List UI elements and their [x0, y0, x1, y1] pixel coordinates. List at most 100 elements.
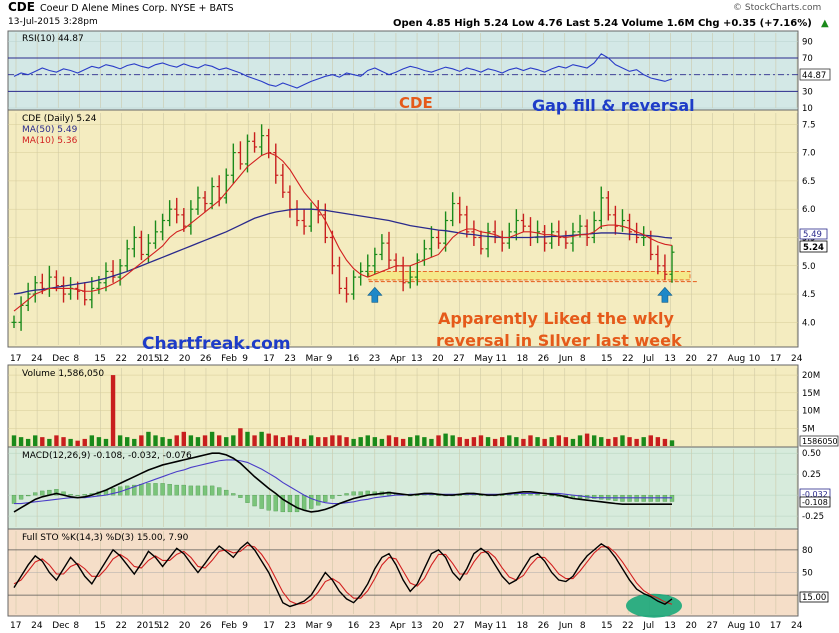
- sto-k-line: [13, 541, 673, 608]
- volume-bar: [301, 438, 307, 446]
- x-tick-label: 10: [749, 354, 761, 364]
- rsi-line: [13, 53, 673, 89]
- header-symbol: CDE: [8, 0, 35, 14]
- macd-histogram-bar: [132, 484, 137, 496]
- volume-bar: [146, 431, 151, 446]
- x-tick-label: Feb: [221, 354, 237, 364]
- x-tick-label: Apr: [390, 621, 406, 631]
- volume-title: Volume 1,586,050: [22, 369, 104, 379]
- x-tick-label: 18: [517, 354, 529, 364]
- x-tick-label: Jun: [558, 354, 573, 364]
- volume-bar: [188, 435, 194, 446]
- macd-histogram-bar: [542, 494, 547, 496]
- y-tick-label: 0.50: [802, 449, 821, 459]
- volume-bar: [33, 435, 38, 446]
- macd-last-label-line: -0.108: [799, 496, 831, 508]
- y-tick-label: 15M: [802, 389, 820, 399]
- price-series: [11, 124, 698, 331]
- y-tick-label: 5M: [802, 424, 815, 434]
- y-tick-label: 7.0: [802, 149, 816, 159]
- macd-histogram-bar: [26, 494, 31, 497]
- volume-bar: [655, 437, 661, 446]
- x-tick-label: 9: [242, 354, 248, 364]
- volume-bar: [209, 431, 215, 446]
- macd-histogram-bar: [337, 494, 342, 496]
- macd-histogram-bar: [33, 492, 38, 496]
- volume-bar: [68, 438, 73, 446]
- y-tick-label: 10M: [802, 407, 820, 417]
- volume-bar: [549, 437, 554, 446]
- y-tick-label: -0.25: [802, 512, 824, 522]
- x-tick-label: 17: [10, 621, 21, 631]
- macd-histogram-bar: [11, 494, 17, 504]
- x-tick-label: 8: [73, 354, 79, 364]
- volume-bar: [415, 435, 420, 446]
- volume-bar: [358, 437, 363, 446]
- x-tick-label: 24: [31, 621, 43, 631]
- macd-histogram-bar: [82, 494, 87, 496]
- y-tick-label: 30: [802, 87, 813, 97]
- macd-histogram-bar: [514, 494, 519, 496]
- x-tick-label: 17: [263, 621, 274, 631]
- macd-histogram-bar: [153, 483, 158, 496]
- volume-bar: [563, 437, 569, 446]
- volume-bar: [18, 437, 24, 446]
- x-tick-label: 20: [432, 621, 444, 631]
- x-tick-label: 23: [284, 354, 295, 364]
- rsi-last-value: 44.87: [802, 71, 826, 81]
- x-tick-label: 8: [580, 354, 586, 364]
- x-tick-label: Mar: [306, 621, 323, 631]
- macd-histogram-bar: [18, 494, 24, 500]
- x-tick-label: 17: [770, 621, 781, 631]
- volume-bar: [110, 375, 116, 446]
- rsi-last-label: 44.87: [799, 68, 831, 81]
- x-tick-label: 13: [664, 354, 675, 364]
- volume-bar: [591, 435, 597, 446]
- rsi-title: RSI(10) 44.87: [22, 34, 84, 44]
- macd-histogram-bar: [181, 484, 186, 496]
- macd-histogram-bar: [415, 494, 420, 496]
- x-tick-label: 12: [158, 621, 169, 631]
- macd-histogram-bar: [592, 494, 597, 499]
- annotation-note-1: Apparently Liked the wkly: [438, 309, 674, 328]
- x-tick-label: 16: [348, 354, 360, 364]
- price-last-value: 5.24: [803, 243, 824, 253]
- price-last-label: 5.24: [799, 240, 828, 253]
- x-tick-label: 27: [453, 354, 464, 364]
- ma10-legend: MA(10) 5.36: [22, 136, 78, 146]
- x-tick-label: 15: [601, 621, 612, 631]
- macd-histogram-bar: [358, 491, 363, 496]
- x-tick-label: 8: [580, 621, 586, 631]
- x-tick-label: Jun: [558, 621, 573, 631]
- macd-histogram-bar: [266, 494, 271, 511]
- macd-histogram-bar: [280, 494, 286, 513]
- volume-bar: [521, 438, 526, 446]
- volume-bar: [89, 435, 95, 446]
- macd-histogram-bar: [146, 483, 151, 496]
- x-tick-label: 22: [622, 621, 633, 631]
- volume-bar: [344, 437, 349, 446]
- volume-bar: [613, 437, 618, 446]
- volume-bar: [606, 438, 611, 446]
- macd-histogram-bar: [294, 494, 300, 513]
- x-tick-label: 22: [116, 354, 127, 364]
- sto-last-label: 15.00: [799, 591, 829, 603]
- x-tick-label: 24: [31, 354, 43, 364]
- x-tick-label: 9: [242, 621, 248, 631]
- up-arrow-icon: [367, 286, 383, 303]
- x-tick-label: 16: [348, 621, 360, 631]
- ma50-line: [13, 208, 673, 295]
- macd-line: [13, 452, 672, 513]
- volume-bar: [238, 428, 243, 446]
- x-tick-label: 26: [538, 621, 550, 631]
- header-date: 13-Jul-2015 3:28pm: [8, 17, 98, 27]
- y-tick-label: 0.25: [802, 470, 821, 480]
- x-tick-label: Aug: [728, 354, 746, 364]
- volume-panel: [7, 364, 799, 448]
- x-tick-label: 2015: [137, 621, 160, 631]
- macd-histogram-bar: [577, 494, 583, 499]
- volume-bar: [471, 437, 477, 446]
- macd-histogram-bar: [478, 494, 484, 496]
